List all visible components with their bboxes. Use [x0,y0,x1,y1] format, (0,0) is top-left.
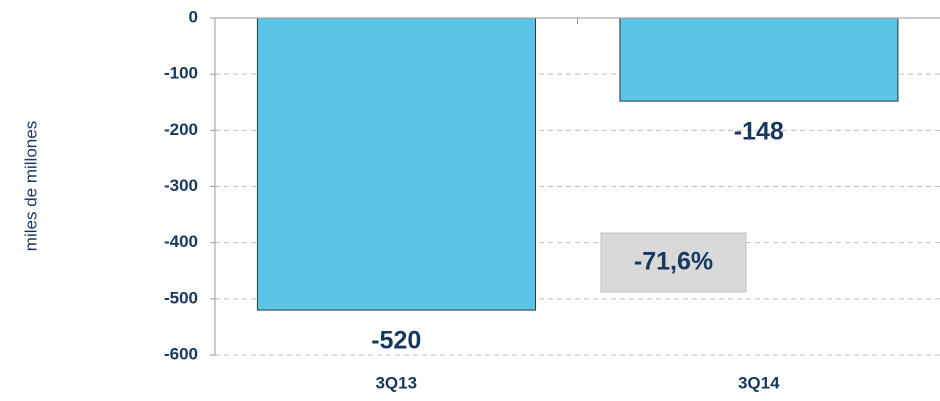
y-tick-label: -500 [164,288,198,307]
y-tick-label: -200 [164,120,198,139]
y-tick-label: -100 [164,64,198,83]
bar [256,17,536,311]
y-tick-label: 0 [189,7,198,26]
x-tick-label: 3Q13 [375,373,417,392]
x-tick-label: 3Q14 [738,373,780,392]
bar [619,17,899,102]
annotation-box [600,232,747,293]
data-label: -148 [734,118,784,146]
y-axis-label: miles de millones [21,121,40,251]
y-tick-label: -300 [164,176,198,195]
y-tick-label: -600 [164,344,198,363]
y-tick-label: -400 [164,232,198,251]
data-label: -520 [371,327,421,355]
annotation: -71,6% [634,248,713,276]
